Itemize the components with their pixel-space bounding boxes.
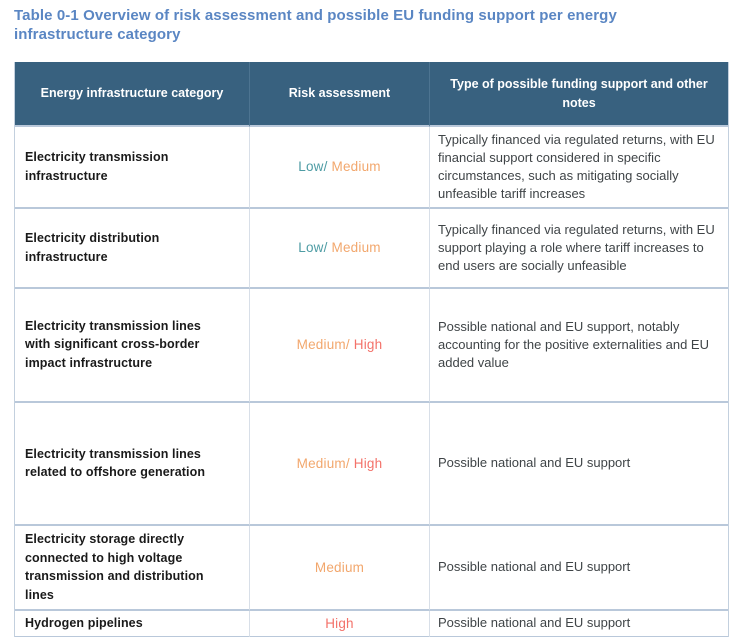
header-cell-risk: Risk assessment [249,62,429,127]
risk-level-text: High [349,455,383,471]
risk-level-text: Low/ [298,240,328,256]
table-row: Electricity transmission infrastructure … [15,127,728,209]
support-cell: Possible national and EU support [429,610,728,637]
support-cell: Possible national and EU support [429,402,728,526]
risk-cell: High [249,610,429,637]
risk-level-text: Medium [314,559,365,575]
risk-level-text: High [325,615,354,631]
table-row: Electricity transmission lines related t… [15,402,728,526]
category-cell: Electricity distribution infrastructure [15,208,249,289]
risk-cell: Low/ Medium [249,127,429,209]
risk-level-text: Medium [327,240,381,256]
support-cell: Typically financed via regulated returns… [429,127,728,209]
risk-level-text: Medium/ [296,337,350,353]
table-row: Electricity storage directly connected t… [15,525,728,611]
table-header-row: Energy infrastructure category Risk asse… [15,62,728,127]
table-row: Electricity transmission lines with sign… [15,288,728,403]
category-cell: Electricity transmission lines with sign… [15,288,249,403]
risk-assessment-table: Energy infrastructure category Risk asse… [14,62,729,637]
risk-level-text: Medium [327,159,381,175]
risk-level-text: High [349,337,383,353]
support-cell: Possible national and EU support [429,525,728,611]
risk-cell: Medium/ High [249,288,429,403]
category-cell: Electricity transmission lines related t… [15,402,249,526]
category-cell: Electricity storage directly connected t… [15,525,249,611]
risk-level-text: Medium/ [296,455,350,471]
header-cell-support: Type of possible funding support and oth… [429,62,728,127]
risk-cell: Medium/ High [249,402,429,526]
header-cell-category: Energy infrastructure category [15,62,249,127]
table-row: Hydrogen pipelines High Possible nationa… [15,610,728,637]
risk-cell: Medium [249,525,429,611]
support-cell: Typically financed via regulated returns… [429,208,728,289]
category-cell: Electricity transmission infrastructure [15,127,249,209]
risk-cell: Low/ Medium [249,208,429,289]
table-row: Electricity distribution infrastructure … [15,208,728,289]
risk-level-text: Low/ [298,159,328,175]
table-caption: Table 0-1 Overview of risk assessment an… [14,7,617,44]
table: Energy infrastructure category Risk asse… [15,62,728,637]
support-cell: Possible national and EU support, notabl… [429,288,728,403]
category-cell: Hydrogen pipelines [15,610,249,637]
